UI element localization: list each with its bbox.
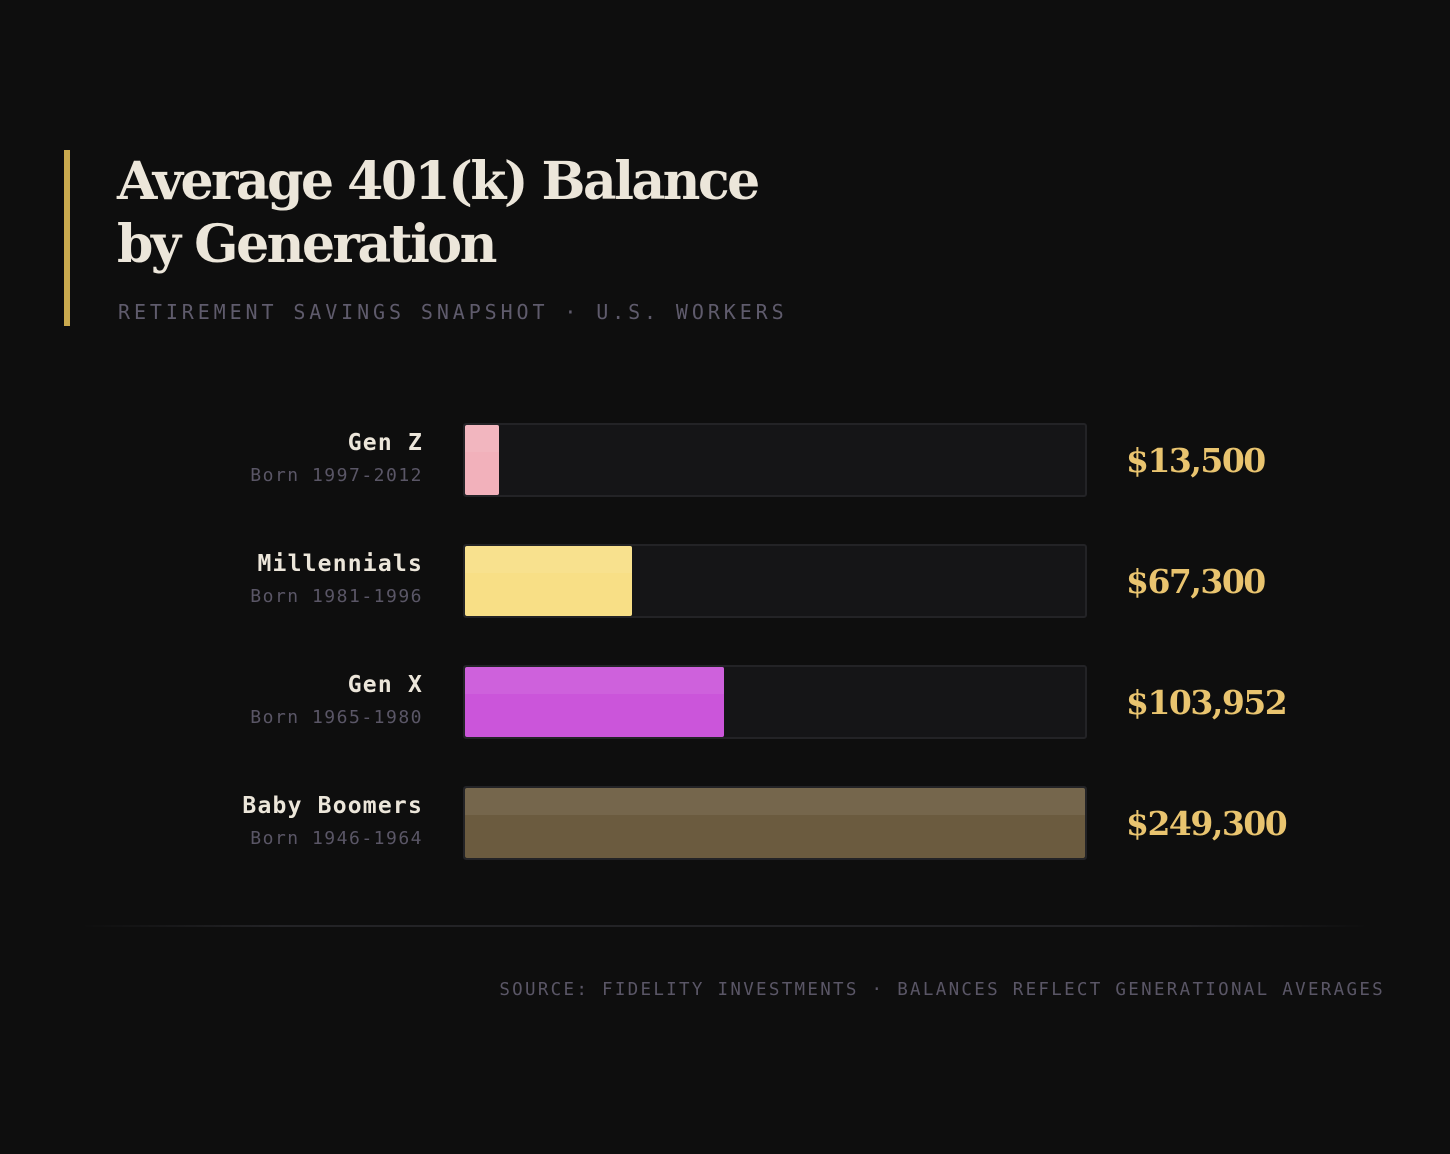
chart-title: Average 401(k) Balance by Generation [117,150,917,276]
bar-highlight [465,425,499,452]
category-birth-years: Born 1946-1964 [250,828,423,849]
chart-title-line-2: by Generation [117,214,497,275]
chart-title-line-1: Average 401(k) Balance [117,151,760,212]
footer-divider [80,925,1370,927]
category-birth-years: Born 1965-1980 [250,707,423,728]
source-note: SOURCE: FIDELITY INVESTMENTS · BALANCES … [499,980,1385,1000]
bar-track [463,544,1087,618]
bar [465,788,1085,858]
bar-track [463,786,1087,860]
bar-highlight [465,667,724,694]
data-label: $67,300 [1126,562,1266,601]
data-label: $13,500 [1126,441,1266,480]
bar-highlight [465,788,1085,815]
category-birth-years: Born 1981-1996 [250,586,423,607]
title-accent-bar [64,150,70,326]
category-label: Gen Z Born 1997-2012 [250,428,423,490]
category-birth-years: Born 1997-2012 [250,465,423,486]
category-label: Baby Boomers Born 1946-1964 [242,791,423,853]
bar [465,425,499,495]
category-name: Millennials [257,551,423,577]
data-label: $249,300 [1126,804,1288,843]
category-label: Gen X Born 1965-1980 [250,670,423,732]
category-name: Baby Boomers [242,793,423,819]
category-name: Gen Z [347,430,423,456]
data-label: $103,952 [1126,683,1288,722]
bar-track [463,423,1087,497]
bar [465,546,633,616]
chart-subtitle: RETIREMENT SAVINGS SNAPSHOT · U.S. WORKE… [118,300,788,324]
bar-track [463,665,1087,739]
category-name: Gen X [347,672,423,698]
category-label: Millennials Born 1981-1996 [250,549,423,611]
bar-highlight [465,546,633,573]
bar [465,667,724,737]
